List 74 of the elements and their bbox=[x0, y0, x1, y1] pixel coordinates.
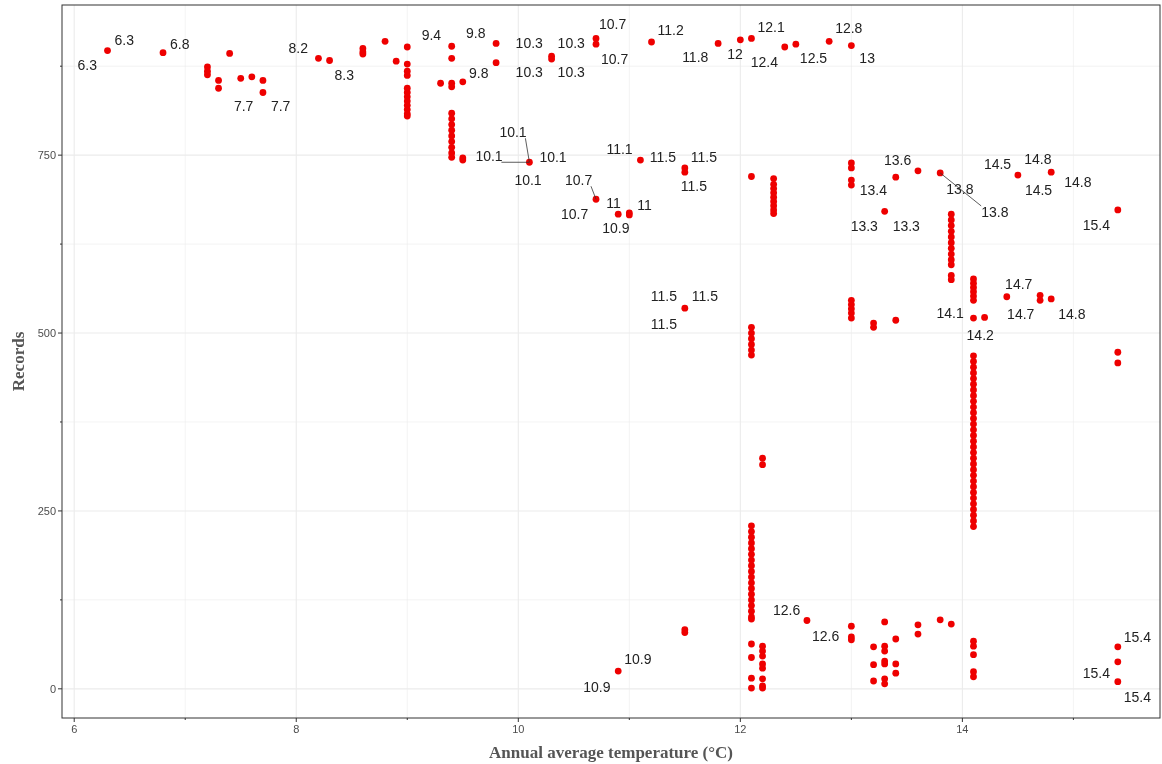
annotation: 10.7 bbox=[561, 206, 589, 223]
annotation: 14.1 bbox=[936, 305, 964, 322]
x-tick-label: 12 bbox=[734, 723, 747, 735]
annotation: 9.4 bbox=[421, 27, 442, 44]
annotation: 11.5 bbox=[691, 288, 719, 305]
y-tick-label: 0 bbox=[49, 682, 56, 695]
x-axis-title: Annual average temperature (°C) bbox=[489, 743, 733, 762]
annotation: 11.2 bbox=[657, 22, 684, 38]
annotation: 7.7 bbox=[233, 97, 254, 114]
annotation: 10.3 bbox=[515, 64, 544, 81]
annotation: 11.5 bbox=[650, 316, 678, 333]
annotation: 12.5 bbox=[799, 50, 828, 67]
annotation: 11.5 bbox=[690, 148, 718, 165]
annotation: 14.2 bbox=[966, 327, 995, 344]
annotation: 11.8 bbox=[682, 49, 709, 66]
annotation: 12 bbox=[727, 45, 744, 62]
annotation: 10.9 bbox=[624, 651, 652, 668]
annotation: 13.3 bbox=[892, 218, 921, 235]
annotation: 9.8 bbox=[469, 64, 489, 81]
annotation: 15.4 bbox=[1082, 216, 1111, 233]
annotation: 11 bbox=[637, 196, 653, 213]
annotation: 15.4 bbox=[1123, 688, 1152, 705]
annotation: 7.7 bbox=[270, 97, 291, 114]
annotation: 10.7 bbox=[565, 172, 593, 189]
annotation: 11.5 bbox=[680, 178, 708, 195]
annotation: 9.8 bbox=[466, 25, 486, 42]
annotation: 10.1 bbox=[475, 148, 503, 165]
annotation: 14.8 bbox=[1024, 151, 1052, 168]
annotation: 10.7 bbox=[601, 51, 629, 68]
annotation: 12.6 bbox=[772, 601, 801, 618]
annotation: 10.9 bbox=[602, 220, 630, 237]
annotation: 8.3 bbox=[334, 66, 355, 83]
annotation: 12.8 bbox=[835, 20, 863, 37]
annotation: 10.7 bbox=[599, 16, 627, 33]
annotation: 14.5 bbox=[983, 156, 1012, 173]
annotation: 11.1 bbox=[606, 141, 633, 158]
annotation: 6.8 bbox=[170, 35, 190, 52]
annotation: 14.8 bbox=[1064, 174, 1092, 191]
annotation: 13.8 bbox=[981, 203, 1009, 220]
x-tick-label: 8 bbox=[293, 723, 300, 735]
annotation: 14.5 bbox=[1024, 182, 1053, 199]
annotation: 15.4 bbox=[1082, 664, 1111, 681]
annotation: 14.7 bbox=[1005, 276, 1033, 293]
annotation: 11.5 bbox=[649, 148, 677, 165]
y-tick-label: 750 bbox=[37, 149, 56, 162]
annotation: 13.6 bbox=[883, 151, 912, 168]
x-tick-label: 10 bbox=[512, 723, 525, 735]
annotation: 6.3 bbox=[77, 56, 98, 73]
annotation: 11.5 bbox=[650, 288, 678, 305]
annotation: 12.1 bbox=[757, 19, 785, 36]
annotation: 13 bbox=[859, 49, 876, 66]
annotation: 10.3 bbox=[515, 35, 544, 52]
annotation: 10.1 bbox=[514, 172, 542, 189]
annotation: 8.2 bbox=[288, 40, 309, 57]
annotation: 10.3 bbox=[557, 35, 586, 52]
annotation: 13.4 bbox=[859, 182, 888, 199]
annotation: 10.1 bbox=[539, 149, 567, 166]
x-tick-label: 6 bbox=[71, 723, 78, 735]
annotation: 14.7 bbox=[1007, 306, 1035, 323]
annotation: 11 bbox=[606, 194, 622, 211]
annotation: 10.1 bbox=[499, 124, 527, 141]
x-tick-label: 14 bbox=[956, 723, 969, 735]
annotation: 15.4 bbox=[1123, 628, 1152, 645]
annotation: 10.9 bbox=[583, 679, 611, 696]
annotation: 12.4 bbox=[750, 53, 779, 70]
y-tick-label: 500 bbox=[37, 327, 56, 340]
annotation: 13.8 bbox=[946, 180, 974, 197]
annotation: 14.8 bbox=[1058, 305, 1086, 322]
annotation: 12.6 bbox=[811, 627, 840, 644]
y-tick-label: 250 bbox=[37, 504, 56, 517]
annotation: 13.3 bbox=[850, 218, 879, 235]
annotation: 10.3 bbox=[557, 64, 586, 81]
annotation: 6.3 bbox=[114, 31, 135, 48]
y-axis-title: Records bbox=[9, 331, 28, 392]
